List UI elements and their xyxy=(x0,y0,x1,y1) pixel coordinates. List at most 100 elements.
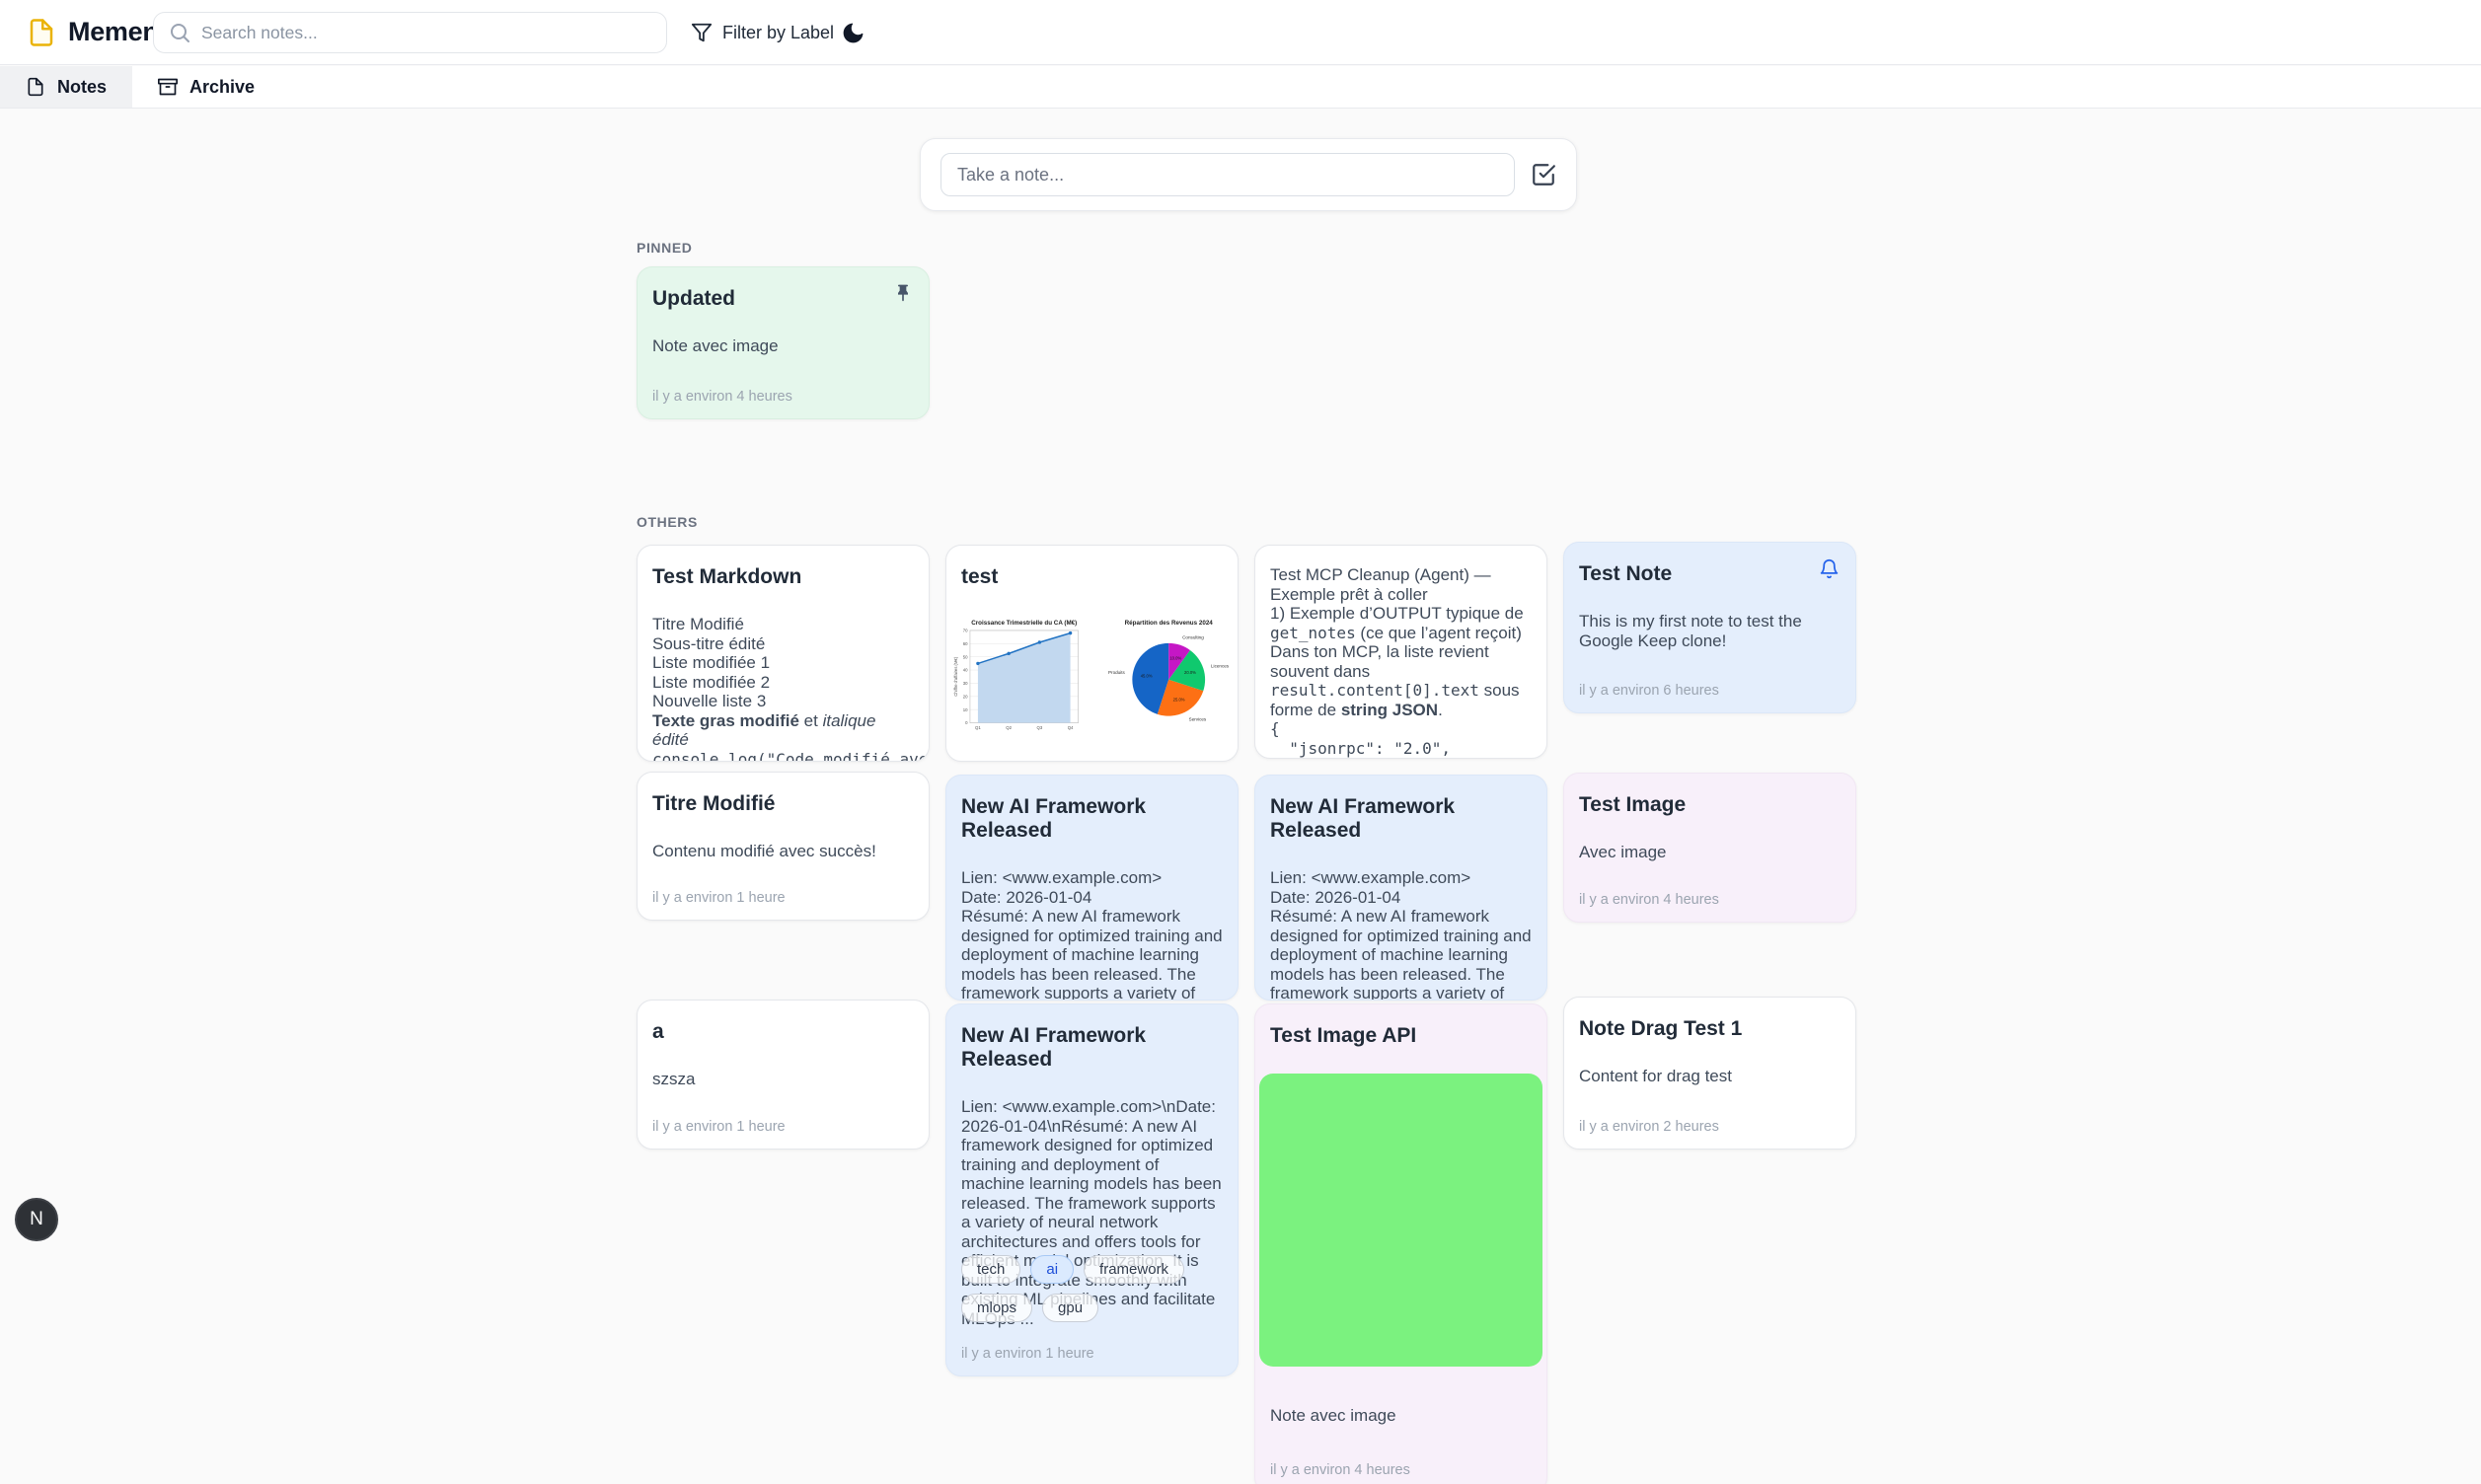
search-icon xyxy=(171,24,189,42)
note-tags: tech ai framework mlops gpu xyxy=(961,1255,1238,1322)
note-body: Note avec image xyxy=(1270,1406,1396,1425)
note-card-test-image-api[interactable]: Test Image API Note avec image il y a en… xyxy=(1254,1003,1547,1484)
note-card-new-ai-framework-1[interactable]: New AI Framework Released Lien: <www.exa… xyxy=(945,775,1239,1001)
notes-board: PINNED Updated Note avec image il y a en… xyxy=(637,0,1860,1484)
svg-text:20: 20 xyxy=(963,694,968,699)
note-card-test-image[interactable]: Test Image Avec image il y a environ 4 h… xyxy=(1563,773,1856,923)
svg-text:Licences: Licences xyxy=(1211,663,1230,668)
note-title: Test Image API xyxy=(1270,1024,1417,1047)
note-body: Contenu modifié avec succès! xyxy=(652,842,876,860)
note-card-new-ai-framework-tags[interactable]: New AI Framework Released Lien: <www.exa… xyxy=(945,1003,1239,1376)
take-a-note-card xyxy=(920,138,1577,211)
dark-mode-toggle[interactable] xyxy=(835,15,870,50)
note-title: test xyxy=(961,565,999,588)
note-card-updated[interactable]: Updated Note avec image il y a environ 4… xyxy=(637,266,930,419)
note-card-note-drag-test[interactable]: Note Drag Test 1 Content for drag test i… xyxy=(1563,997,1856,1150)
memento-note-icon xyxy=(30,18,53,46)
svg-text:Produits: Produits xyxy=(1108,670,1126,675)
charts-figure: Croissance Trimestrielle du CA (M€) 0 10 20… xyxy=(950,615,1234,739)
note-body: Lien: <www.example.com> Date: 2026-01-04… xyxy=(1270,868,1532,1001)
search-box[interactable] xyxy=(153,12,667,53)
note-body: Content for drag test xyxy=(1579,1067,1732,1085)
tag-pill-framework[interactable]: framework xyxy=(1084,1255,1185,1284)
svg-text:Chiffre d'affaires (M€): Chiffre d'affaires (M€) xyxy=(953,656,958,696)
tab-notes-label: Notes xyxy=(57,76,108,97)
svg-text:Croissance Trimestrielle du CA: Croissance Trimestrielle du CA (M€) xyxy=(971,620,1077,627)
note-timestamp: il y a environ 1 heure xyxy=(652,1119,786,1135)
tab-archive[interactable]: Archive xyxy=(132,66,280,108)
note-timestamp: il y a environ 6 heures xyxy=(1579,683,1719,699)
svg-text:10: 10 xyxy=(963,707,968,712)
note-body: Lien: <www.example.com> Date: 2026-01-04… xyxy=(961,868,1223,1001)
filter-by-label-button[interactable]: Filter by Label xyxy=(683,12,842,53)
svg-text:50: 50 xyxy=(963,654,968,659)
note-card-test-markdown[interactable]: Test Markdown Titre Modifié Sous-titre éd… xyxy=(637,545,930,762)
note-card-test-note[interactable]: Test Note This is my first note to test … xyxy=(1563,542,1856,713)
note-body: Test MCP Cleanup (Agent) — Exemple prêt … xyxy=(1270,565,1524,758)
svg-text:Q2: Q2 xyxy=(1006,725,1012,730)
svg-text:Répartition des Revenus 2024: Répartition des Revenus 2024 xyxy=(1125,620,1214,627)
note-body: Titre Modifié Sous-titre édité Liste modif… xyxy=(652,615,929,762)
note-timestamp: il y a environ 4 heures xyxy=(1579,892,1719,908)
note-card-a[interactable]: a szsza il y a environ 1 heure xyxy=(637,1000,930,1150)
tag-pill-gpu[interactable]: gpu xyxy=(1042,1294,1099,1322)
note-body: szsza xyxy=(652,1070,696,1088)
note-file-icon xyxy=(28,77,43,97)
note-title: Note Drag Test 1 xyxy=(1579,1017,1743,1040)
note-image-green xyxy=(1259,1074,1542,1367)
note-timestamp: il y a environ 2 heures xyxy=(1579,1119,1719,1135)
pin-icon[interactable] xyxy=(893,283,913,303)
note-card-new-ai-framework-2[interactable]: New AI Framework Released Lien: <www.exa… xyxy=(1254,775,1547,1001)
search-input[interactable] xyxy=(201,22,652,43)
others-section-label: OTHERS xyxy=(637,514,698,530)
note-title: Titre Modifié xyxy=(652,792,776,815)
note-title: New AI Framework Released xyxy=(961,795,1147,842)
note-card-test[interactable]: test Croissance Trimestrielle du CA (M€)… xyxy=(945,545,1239,762)
svg-text:25.0%: 25.0% xyxy=(1173,698,1185,703)
note-timestamp: il y a environ 1 heure xyxy=(652,890,786,906)
svg-text:30: 30 xyxy=(963,681,968,686)
note-title: New AI Framework Released xyxy=(961,1024,1147,1071)
note-body: This is my first note to test the Google… xyxy=(1579,612,1807,650)
note-chart-image: Croissance Trimestrielle du CA (M€) 0 10 20… xyxy=(950,615,1234,744)
svg-text:20.0%: 20.0% xyxy=(1184,670,1196,675)
note-card-test-mcp[interactable]: Test MCP Cleanup (Agent) — Exemple prêt … xyxy=(1254,545,1547,759)
filter-by-label-label: Filter by Label xyxy=(722,22,835,42)
avatar-initial: N xyxy=(30,1209,43,1229)
note-title: Updated xyxy=(652,287,735,310)
note-timestamp: il y a environ 4 heures xyxy=(652,389,792,405)
funnel-icon xyxy=(691,23,713,42)
note-body: Avec image xyxy=(1579,843,1667,861)
pinned-section-label: PINNED xyxy=(637,240,693,256)
moon-icon xyxy=(843,23,863,42)
svg-text:0: 0 xyxy=(965,720,968,725)
note-title: Test Markdown xyxy=(652,565,802,588)
svg-text:45.0%: 45.0% xyxy=(1141,674,1153,679)
tag-pill-tech[interactable]: tech xyxy=(961,1255,1021,1284)
svg-text:10.0%: 10.0% xyxy=(1169,656,1181,661)
note-card-titre-modifie[interactable]: Titre Modifié Contenu modifié avec succè… xyxy=(637,772,930,921)
tab-archive-label: Archive xyxy=(189,76,256,97)
svg-text:Q4: Q4 xyxy=(1068,725,1074,730)
new-checklist-button[interactable] xyxy=(1531,162,1556,187)
archive-icon xyxy=(158,78,179,96)
note-title: Test Note xyxy=(1579,562,1673,585)
note-body: Note avec image xyxy=(652,336,779,355)
svg-text:Consulting: Consulting xyxy=(1182,634,1204,639)
note-title: New AI Framework Released xyxy=(1270,795,1456,842)
tag-pill-ai[interactable]: ai xyxy=(1030,1255,1075,1284)
check-square-icon xyxy=(1533,164,1555,186)
tab-notes[interactable]: Notes xyxy=(0,66,133,108)
take-a-note-input[interactable] xyxy=(940,153,1515,196)
note-timestamp: il y a environ 4 heures xyxy=(1270,1462,1410,1478)
svg-text:70: 70 xyxy=(963,629,968,633)
tag-pill-mlops[interactable]: mlops xyxy=(961,1294,1033,1322)
bell-reminder-icon[interactable] xyxy=(1819,558,1840,579)
note-title: Test Image xyxy=(1579,793,1687,816)
svg-text:Q3: Q3 xyxy=(1037,725,1043,730)
svg-text:Services: Services xyxy=(1189,716,1207,721)
tab-bar: Notes Archive xyxy=(0,66,2481,109)
app-header: Memento Filter by Label xyxy=(0,0,2481,65)
note-timestamp: il y a environ 1 heure xyxy=(961,1346,1094,1362)
user-avatar[interactable]: N xyxy=(15,1198,58,1241)
